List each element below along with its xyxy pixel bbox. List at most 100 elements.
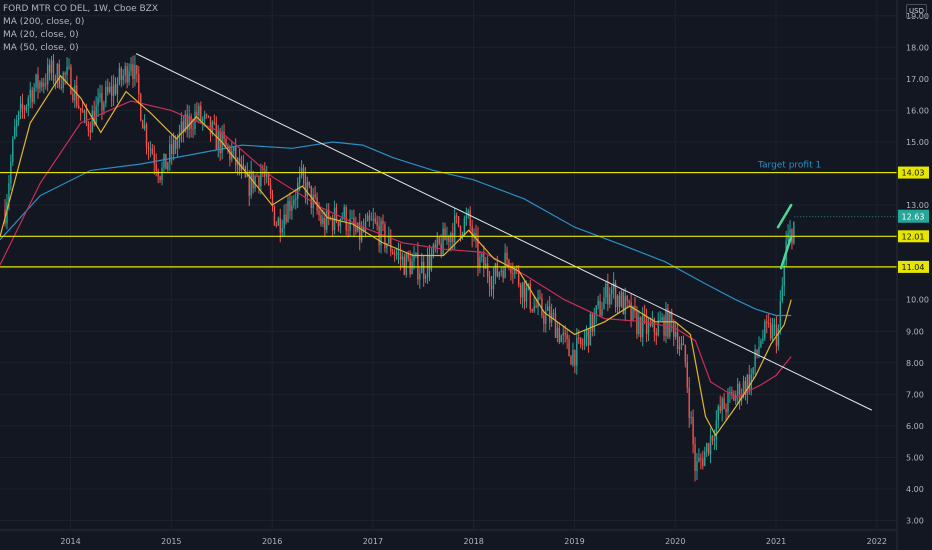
candle-body: [683, 343, 684, 345]
candle-body: [481, 254, 482, 257]
candle-body: [452, 233, 453, 242]
candle-body: [318, 210, 319, 215]
candle-body: [175, 140, 176, 149]
candle-body: [621, 292, 622, 306]
y-tick-label: 15.00: [906, 138, 929, 147]
candle-body: [35, 74, 36, 87]
candle-body: [584, 337, 585, 344]
candle-body: [322, 218, 323, 224]
candle-body: [369, 216, 370, 221]
candle-body: [148, 147, 149, 149]
candle-body: [146, 125, 147, 147]
candle-body: [669, 312, 670, 337]
candle-body: [276, 225, 277, 226]
candle-body: [723, 398, 724, 409]
candle-body: [524, 282, 525, 301]
candle-body: [464, 218, 465, 234]
candle-body: [30, 90, 31, 99]
candle-body: [559, 328, 560, 342]
candle-body: [466, 216, 467, 219]
candle-body: [382, 221, 383, 225]
y-tick-label: 5.00: [906, 453, 924, 462]
candle-body: [130, 64, 131, 71]
x-tick-label: 2014: [60, 537, 80, 546]
candle-body: [630, 303, 631, 320]
candle-body: [204, 115, 205, 119]
candle-body: [51, 60, 52, 72]
candle-body: [530, 284, 531, 309]
candle-body: [24, 109, 25, 110]
candle-body: [417, 253, 418, 280]
last-price-label: 12.63: [902, 213, 925, 222]
candle-body: [20, 104, 21, 112]
symbol-title: FORD MTR CO DEL, 1W, Cboe BZX: [3, 3, 158, 16]
candle-body: [138, 74, 139, 94]
currency-button[interactable]: USD: [906, 4, 927, 18]
candle-body: [351, 218, 352, 219]
candle-body: [55, 79, 56, 81]
candle-body: [285, 215, 286, 223]
candle-body: [320, 215, 321, 224]
candle-body: [171, 144, 172, 154]
candle-body: [438, 237, 439, 244]
candle-body: [12, 139, 13, 162]
candle-body: [520, 285, 521, 297]
candle-body: [627, 296, 628, 301]
candle-body: [512, 273, 513, 274]
candle-body: [103, 103, 104, 110]
candle-body: [752, 367, 753, 374]
candle-body: [45, 84, 46, 85]
candle-body: [313, 195, 314, 208]
candle-body: [690, 417, 691, 418]
candle-body: [485, 264, 486, 269]
candle-body: [413, 256, 414, 261]
candle-body: [376, 222, 377, 226]
candle-body: [61, 87, 62, 88]
candle-body: [134, 65, 135, 79]
candle-body: [196, 112, 197, 116]
candle-body: [479, 257, 480, 266]
candle-body: [685, 345, 686, 362]
candle-body: [305, 176, 306, 196]
candle-body: [582, 344, 583, 345]
level-price-label: 11.04: [902, 263, 925, 272]
candle-body: [169, 144, 170, 162]
candle-body: [150, 149, 151, 150]
candle-body: [532, 309, 533, 311]
candle-body: [702, 459, 703, 466]
candle-body: [266, 174, 267, 177]
candle-body: [605, 284, 606, 298]
y-tick-label: 4.00: [906, 485, 924, 494]
candle-body: [367, 216, 368, 222]
candle-body: [675, 332, 676, 337]
candle-body: [504, 253, 505, 278]
candle-body: [92, 111, 93, 133]
candle-body: [301, 168, 302, 176]
y-tick-label: 10.00: [906, 296, 929, 305]
candle-body: [768, 323, 769, 324]
candle-body: [181, 122, 182, 132]
candle-body: [136, 65, 137, 74]
candle-body: [553, 313, 554, 314]
candle-body: [547, 307, 548, 311]
candle-body: [62, 73, 63, 88]
candle-body: [782, 286, 783, 301]
candle-body: [126, 66, 127, 82]
candle-body: [588, 329, 589, 345]
candle-body: [105, 87, 106, 104]
x-tick-label: 2018: [464, 537, 484, 546]
ma50-line: [0, 101, 791, 398]
candle-body: [710, 436, 711, 454]
candle-body: [280, 218, 281, 233]
candle-body: [125, 66, 126, 75]
candle-body: [64, 73, 65, 75]
candle-body: [708, 443, 709, 454]
candle-body: [508, 260, 509, 266]
y-tick-label: 17.00: [906, 75, 929, 84]
candle-body: [274, 206, 275, 225]
candle-body: [522, 282, 523, 297]
candle-body: [442, 228, 443, 254]
candle-body: [76, 85, 77, 105]
candle-body: [667, 308, 668, 336]
